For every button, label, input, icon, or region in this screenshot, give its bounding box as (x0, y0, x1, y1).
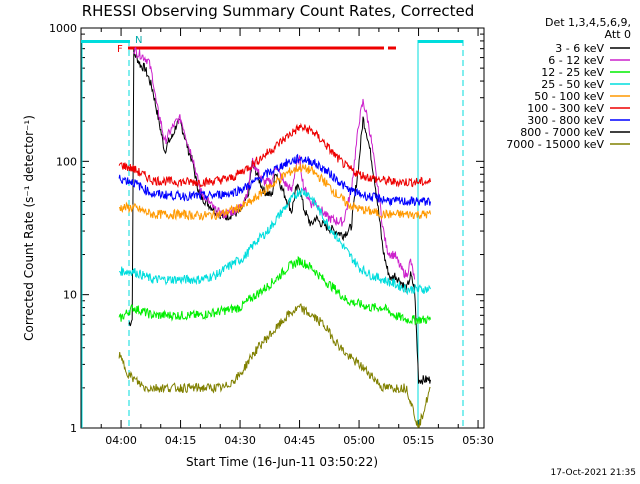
x-tick-label: 05:15 (403, 434, 435, 447)
series-line-5 (118, 122, 431, 189)
observing-intervals: F N (81, 35, 464, 428)
legend-header-line-2: Att 0 (605, 28, 631, 41)
legend-label: 300 - 800 keV (527, 114, 604, 127)
series-group (118, 47, 431, 429)
y-tick-label: 10 (63, 289, 77, 302)
y-tick-label: 1000 (49, 22, 77, 35)
series-line-6 (118, 153, 431, 207)
legend-label: 6 - 12 keV (548, 54, 604, 67)
night-bar-right (418, 40, 463, 43)
flare-marker-label: F (117, 44, 123, 55)
x-tick-label: 05:30 (462, 434, 494, 447)
y-tick-label: 100 (56, 155, 77, 168)
x-tick-label: 05:00 (343, 434, 375, 447)
night-bar-left (81, 40, 130, 43)
legend-label: 12 - 25 keV (541, 66, 604, 79)
legend-label: 3 - 6 keV (555, 42, 604, 55)
x-tick-label: 04:00 (105, 434, 137, 447)
y-axis-label: Corrected Count Rate (s⁻¹ detector⁻¹) (22, 115, 36, 341)
legend-label: 800 - 7000 keV (520, 126, 604, 139)
legend-header-line-1: Det 1,3,4,5,6,9, (545, 16, 631, 29)
plot-frame (80, 27, 485, 429)
x-tick-label: 04:15 (165, 434, 197, 447)
series-line-3 (118, 187, 431, 296)
chart-title: RHESSI Observing Summary Count Rates, Co… (82, 2, 475, 20)
series-line-2 (118, 255, 431, 326)
x-tick-label: 04:30 (224, 434, 256, 447)
legend-label: 25 - 50 keV (541, 78, 604, 91)
saa-marker-label: N (135, 35, 142, 46)
series-line-4 (118, 164, 431, 221)
series-line-8 (118, 303, 431, 429)
x-tick-label: 04:45 (284, 434, 316, 447)
y-tick-label: 1 (70, 422, 77, 435)
series-line-1 (133, 47, 416, 280)
legend-label: 50 - 100 keV (534, 90, 604, 103)
y-axis: 1 10 100 1000 (49, 22, 484, 435)
legend-label: 7000 - 15000 keV (506, 138, 604, 151)
x-axis: 04:00 04:15 04:30 04:45 05:00 05:15 05:30 (100, 28, 494, 447)
x-axis-label: Start Time (16-Jun-11 03:50:22) (186, 455, 378, 469)
footer-date: 17-Oct-2021 21:35 (551, 468, 636, 478)
legend-label: 100 - 300 keV (527, 102, 604, 115)
